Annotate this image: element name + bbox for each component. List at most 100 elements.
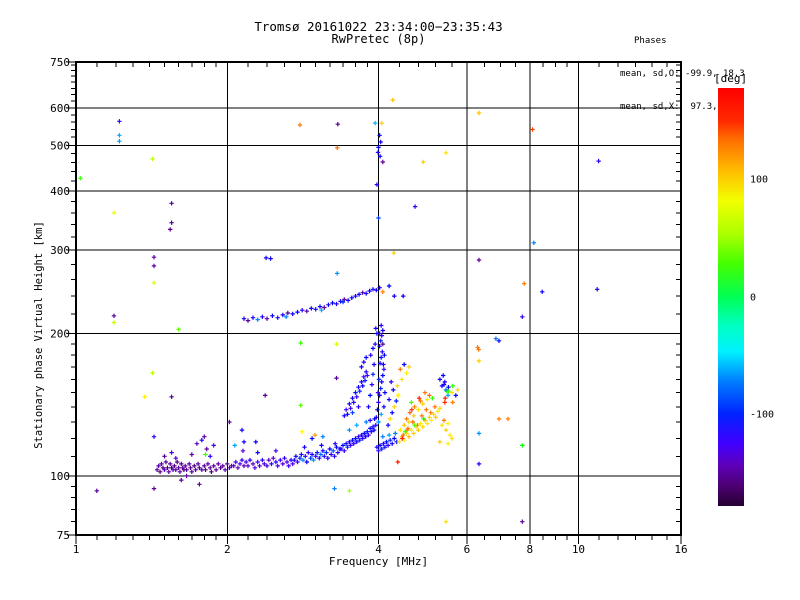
- data-point: [306, 450, 311, 455]
- data-point: [311, 457, 316, 463]
- data-point: [344, 441, 349, 446]
- data-point: [396, 393, 401, 398]
- data-point: [382, 353, 387, 358]
- data-point: [203, 467, 208, 472]
- data-point: [356, 404, 361, 409]
- data-point: [94, 488, 99, 493]
- data-point: [386, 283, 392, 289]
- data-point: [280, 312, 285, 318]
- data-point: [441, 382, 447, 387]
- data-point: [243, 459, 249, 465]
- data-point: [159, 461, 164, 467]
- data-point: [421, 159, 426, 165]
- data-point: [317, 456, 322, 461]
- data-point: [266, 457, 271, 463]
- data-point: [150, 156, 155, 162]
- data-point: [418, 421, 423, 426]
- data-point: [390, 97, 395, 103]
- data-point: [443, 427, 449, 433]
- data-point: [398, 367, 403, 372]
- data-point: [376, 400, 381, 405]
- data-point: [111, 210, 117, 215]
- data-point: [342, 297, 347, 302]
- data-point: [392, 436, 397, 441]
- data-point: [260, 314, 265, 319]
- y-tick-label: 750: [50, 56, 70, 69]
- data-point: [416, 427, 421, 433]
- data-point: [331, 448, 336, 453]
- data-point: [255, 459, 260, 465]
- data-point: [211, 443, 216, 448]
- data-point: [476, 358, 482, 364]
- data-point: [270, 313, 275, 318]
- data-point: [357, 438, 362, 443]
- data-point: [363, 434, 368, 439]
- data-point: [209, 469, 214, 474]
- data-point: [373, 326, 378, 331]
- data-point: [402, 423, 407, 428]
- data-point: [476, 257, 482, 263]
- data-point: [360, 290, 365, 295]
- data-point: [348, 406, 353, 411]
- data-point: [382, 390, 388, 395]
- data-point: [322, 305, 327, 310]
- data-point: [333, 441, 338, 446]
- data-point: [376, 377, 382, 382]
- data-point: [379, 333, 384, 338]
- data-point: [184, 473, 189, 479]
- data-point: [386, 432, 392, 438]
- data-point: [374, 331, 380, 336]
- y-tick-label: 600: [50, 102, 70, 115]
- data-point: [293, 454, 299, 459]
- data-point: [361, 359, 366, 365]
- data-point: [117, 133, 122, 138]
- data-point: [399, 377, 404, 382]
- data-point: [309, 452, 315, 457]
- title-block: Tromsø 20161022 23:34:00−23:35:43 RwPret…: [76, 20, 681, 46]
- data-point: [202, 434, 207, 439]
- data-point: [496, 338, 502, 343]
- data-point: [193, 467, 198, 472]
- data-point: [435, 409, 440, 414]
- data-point: [411, 413, 416, 418]
- data-point: [173, 467, 178, 472]
- data-point: [403, 429, 408, 434]
- data-point: [151, 263, 157, 269]
- y-tick-label: 500: [50, 139, 70, 152]
- data-point: [78, 176, 83, 181]
- data-point: [367, 288, 372, 294]
- data-point: [368, 418, 373, 423]
- y-tick-label: 200: [50, 328, 70, 341]
- data-point: [203, 452, 208, 457]
- data-point: [377, 361, 383, 366]
- data-point: [365, 429, 370, 434]
- data-point: [169, 394, 174, 399]
- data-point: [151, 280, 157, 285]
- data-point: [376, 448, 381, 453]
- data-point: [453, 393, 458, 398]
- data-point: [366, 404, 371, 409]
- data-point: [151, 255, 157, 260]
- data-point: [308, 456, 313, 461]
- data-point: [290, 311, 295, 317]
- data-point: [150, 370, 155, 376]
- data-point: [239, 457, 245, 463]
- data-point: [345, 412, 350, 417]
- data-point: [410, 419, 415, 425]
- data-point: [417, 396, 422, 401]
- data-point: [379, 412, 384, 417]
- data-point: [407, 410, 413, 415]
- data-point: [378, 139, 383, 145]
- data-point: [117, 119, 122, 124]
- data-point: [292, 457, 297, 463]
- data-point: [326, 302, 331, 307]
- data-point: [391, 387, 396, 393]
- data-point: [531, 240, 536, 245]
- data-point: [194, 441, 200, 446]
- data-point: [332, 486, 337, 491]
- data-point: [375, 407, 380, 412]
- data-point: [381, 367, 387, 372]
- data-point: [297, 122, 303, 128]
- data-point: [364, 291, 369, 296]
- data-point: [476, 461, 482, 467]
